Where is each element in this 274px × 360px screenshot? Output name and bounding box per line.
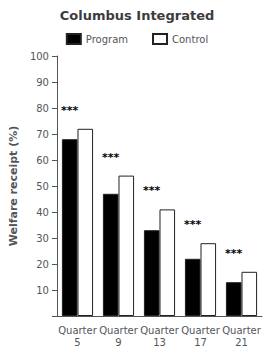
svg-text:Quarter: Quarter (140, 325, 180, 336)
svg-text:***: *** (102, 151, 120, 164)
svg-text:Columbus Integrated: Columbus Integrated (60, 8, 215, 23)
svg-text:13: 13 (153, 337, 166, 348)
svg-text:40: 40 (36, 207, 49, 218)
svg-text:Welfare receipt (%): Welfare receipt (%) (7, 126, 20, 247)
svg-text:Control: Control (172, 34, 208, 45)
svg-text:9: 9 (115, 337, 121, 348)
svg-text:***: *** (225, 247, 243, 260)
svg-text:50: 50 (36, 181, 49, 192)
svg-text:Quarter: Quarter (222, 325, 262, 336)
svg-text:Quarter: Quarter (181, 325, 221, 336)
svg-text:***: *** (184, 218, 202, 231)
svg-text:60: 60 (36, 155, 49, 166)
svg-text:***: *** (143, 184, 161, 197)
svg-text:100: 100 (30, 51, 49, 62)
svg-text:70: 70 (36, 129, 49, 140)
svg-text:5: 5 (74, 337, 80, 348)
svg-text:17: 17 (194, 337, 207, 348)
svg-text:80: 80 (36, 103, 49, 114)
svg-text:***: *** (61, 104, 79, 117)
svg-text:30: 30 (36, 233, 49, 244)
svg-text:Program: Program (86, 34, 128, 45)
svg-text:Quarter: Quarter (58, 325, 98, 336)
svg-text:21: 21 (235, 337, 248, 348)
svg-text:90: 90 (36, 77, 49, 88)
svg-text:10: 10 (36, 285, 49, 296)
svg-text:Quarter: Quarter (99, 325, 139, 336)
svg-text:20: 20 (36, 259, 49, 270)
